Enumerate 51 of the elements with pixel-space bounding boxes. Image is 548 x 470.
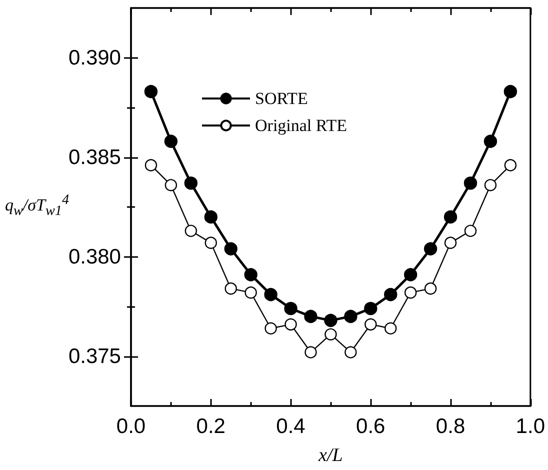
point [424,282,437,295]
point [464,224,477,237]
point [224,242,238,256]
point [264,288,278,302]
point [384,288,398,302]
point [204,236,217,249]
point [304,310,318,324]
point [204,210,218,224]
point [424,242,438,256]
x-tick-label: 1.0 [516,415,546,438]
point [444,210,458,224]
y-tick-label: 0.375 [68,344,121,368]
point [484,179,497,192]
point [364,302,378,316]
point [284,302,298,316]
legend-label: SORTE [255,89,308,108]
point [504,159,517,172]
point [224,282,237,295]
point [244,268,258,282]
point [324,314,338,328]
point [244,286,257,299]
point [164,134,178,148]
y-tick-label: 0.390 [68,46,121,70]
point [384,322,397,334]
point [444,236,457,249]
point [284,318,297,331]
x-axis-title: x/L [318,445,343,466]
x-tick-label: 0.4 [276,415,306,438]
point [144,84,158,98]
point [264,322,277,334]
point [184,176,198,190]
legend-label: Original RTE [255,116,348,135]
point [404,268,418,282]
point [364,318,377,331]
x-tick-label: 0.6 [356,415,386,438]
x-tick-label: 0.0 [116,415,146,438]
x-tick-label: 0.2 [196,415,226,438]
point [164,179,178,192]
point [144,159,158,172]
point [184,224,198,237]
point [464,176,478,190]
y-tick-label: 0.385 [68,146,121,169]
point [484,134,498,148]
point [504,84,518,98]
point [404,286,417,299]
point [344,310,358,324]
point [344,346,357,358]
point [324,328,337,340]
y-tick-label: 0.380 [68,245,121,268]
x-tick-label: 0.8 [436,415,466,438]
point [304,346,317,358]
